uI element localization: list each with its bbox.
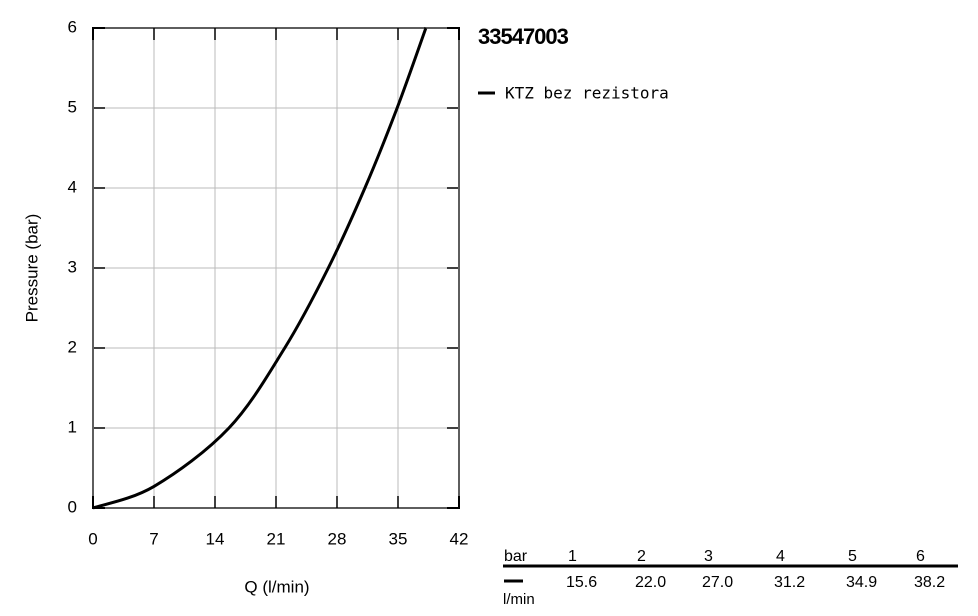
x-tick-label: 7 [149, 529, 158, 548]
y-tick-label: 0 [68, 497, 77, 516]
table-header: 2 [637, 548, 646, 565]
table-header: 3 [704, 548, 713, 565]
chart-title: 33547003 [478, 24, 569, 49]
x-axis-title: Q (l/min) [244, 577, 309, 596]
table-header: 6 [916, 548, 925, 565]
x-tick-label: 28 [328, 529, 347, 548]
x-tick-label: 0 [88, 529, 97, 548]
table-cell: 22.0 [635, 574, 666, 591]
x-tick-label: 35 [389, 529, 408, 548]
y-tick-label: 2 [68, 337, 77, 356]
table-cell: 15.6 [566, 574, 597, 591]
table-header: 5 [848, 548, 857, 565]
legend-label: KTZ bez rezistora [505, 84, 669, 103]
table-header: bar [504, 548, 528, 565]
table-cell: 31.2 [774, 574, 805, 591]
table-cell: 38.2 [914, 574, 945, 591]
y-tick-label: 6 [68, 17, 77, 36]
y-tick-label: 1 [68, 417, 77, 436]
data-line [92, 27, 428, 510]
y-axis-title: Pressure (bar) [22, 214, 41, 323]
y-tick-label: 5 [68, 97, 77, 116]
y-tick-label: 3 [68, 257, 77, 276]
y-tick-label: 4 [68, 177, 77, 196]
table-header: 1 [568, 548, 577, 565]
table-cell: 34.9 [846, 574, 877, 591]
table-header: 4 [776, 548, 785, 565]
x-tick-label: 14 [206, 529, 225, 548]
table-unit: l/min [503, 591, 535, 608]
x-tick-label: 21 [267, 529, 286, 548]
x-tick-label: 42 [450, 529, 469, 548]
table-cell: 27.0 [702, 574, 733, 591]
